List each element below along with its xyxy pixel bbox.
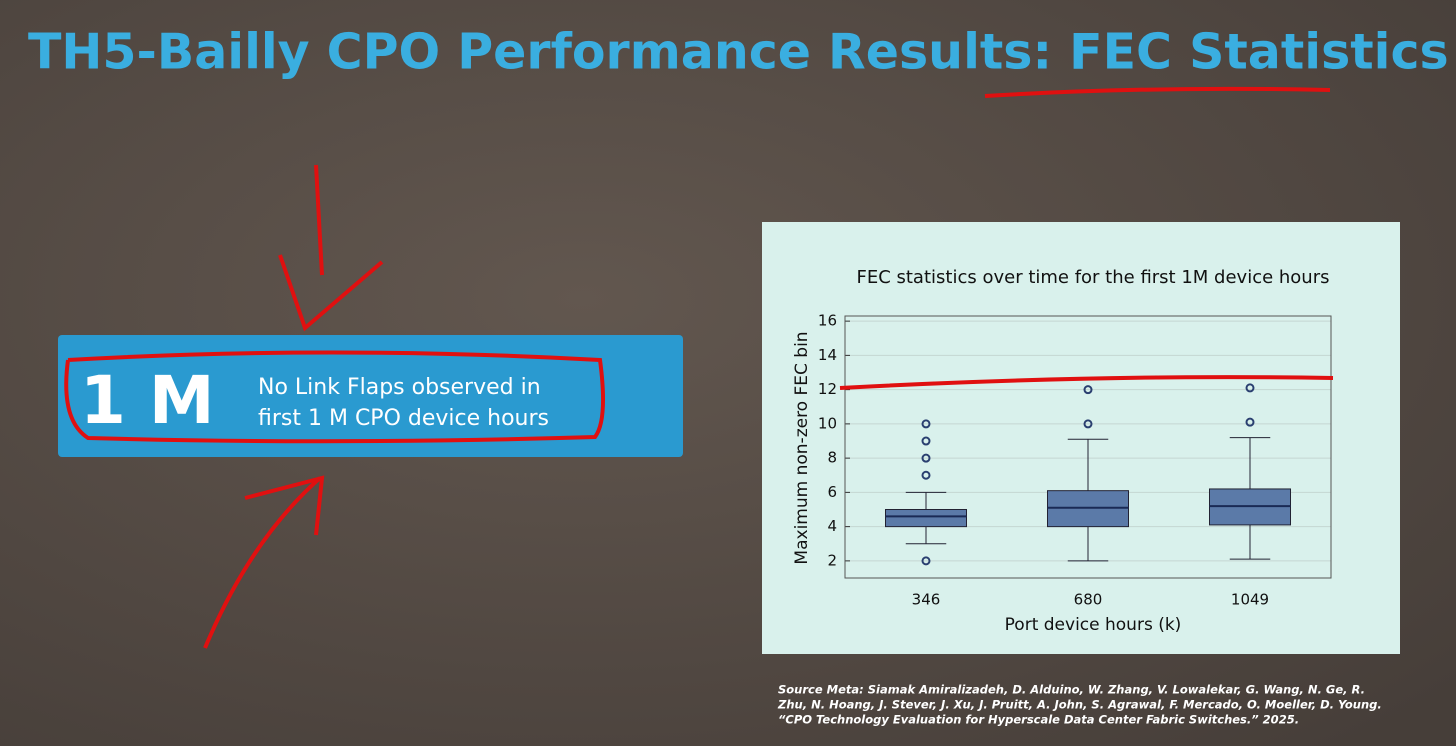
y-tick-label: 4	[827, 517, 837, 535]
x-tick-label: 346	[912, 591, 941, 609]
banner	[58, 335, 683, 457]
banner-line: first 1 M CPO device hours	[258, 406, 549, 431]
annotation-underline	[984, 86, 1331, 98]
annotation-arrow	[203, 475, 325, 649]
source-line: Source Meta: Siamak Amiralizadeh, D. Ald…	[778, 683, 1365, 697]
y-tick-label: 14	[818, 346, 837, 364]
flier	[921, 436, 931, 446]
y-tick-label: 6	[827, 483, 837, 501]
flier	[921, 556, 931, 566]
flier	[1245, 383, 1255, 393]
x-axis-label: Port device hours (k)	[1005, 615, 1182, 635]
chart-panel	[762, 222, 1400, 654]
flier	[921, 419, 931, 429]
flier	[1245, 417, 1255, 427]
banner-line: No Link Flaps observed in	[258, 375, 541, 400]
flier	[921, 453, 931, 463]
y-tick-label: 16	[818, 312, 837, 330]
plot-frame	[844, 315, 1332, 579]
y-tick-label: 10	[818, 414, 837, 432]
y-tick-label: 2	[827, 551, 837, 569]
chart-title: FEC statistics over time for the first 1…	[856, 267, 1329, 288]
y-axis-label: Maximum non-zero FEC bin	[792, 331, 812, 564]
y-tick-label: 8	[827, 449, 837, 467]
source-line: “CPO Technology Evaluation for Hyperscal…	[778, 713, 1299, 727]
banner-big: 1 M	[80, 362, 215, 439]
flier	[1083, 385, 1093, 395]
flier	[921, 470, 931, 480]
flier	[1083, 419, 1093, 429]
x-tick-label: 1049	[1231, 591, 1269, 609]
annotation-circle	[64, 350, 605, 444]
plot: 2 4 6 8 10 12 14 16 346 680 1049	[818, 312, 1332, 609]
box	[885, 509, 967, 528]
x-tick-label: 680	[1074, 591, 1103, 609]
annotation-arrow	[278, 164, 384, 332]
annotation-line	[839, 375, 1334, 390]
source-line: Zhu, N. Hoang, J. Stever, J. Xu, J. Prui…	[777, 698, 1382, 712]
slide-title: TH5-Bailly CPO Performance Results: FEC …	[28, 24, 1449, 81]
y-tick-label: 12	[818, 380, 837, 398]
